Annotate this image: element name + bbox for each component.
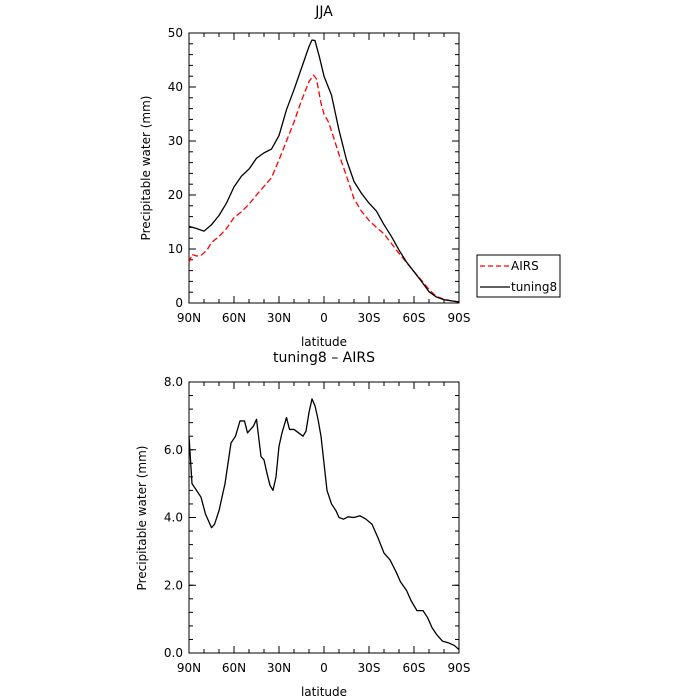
top-chart-y-tick-label: 50 — [168, 26, 183, 40]
bottom-chart-y-axis-label: Precipitable water (mm) — [135, 446, 149, 591]
top-chart-x-tick-label: 90N — [177, 311, 201, 325]
bottom-chart-y-tick-label: 2.0 — [164, 578, 183, 592]
top-chart-x-tick-label: 30N — [267, 311, 291, 325]
legend-airs-label: AIRS — [511, 259, 539, 273]
top-chart-title: JJA — [314, 4, 333, 20]
top-chart-x-tick-label: 90S — [448, 311, 471, 325]
top-chart-y-tick-label: 20 — [168, 188, 183, 202]
legend-box — [476, 254, 561, 298]
top-chart-y-tick-label: 0 — [175, 296, 183, 310]
top-chart-x-tick-label: 60N — [222, 311, 246, 325]
top-chart-x-tick-label: 60S — [403, 311, 426, 325]
bottom-chart-y-tick-label: 4.0 — [164, 511, 183, 525]
bottom-chart-x-tick-label: 90S — [448, 661, 471, 675]
bottom-chart-x-tick-label: 0 — [320, 661, 328, 675]
bottom-chart-x-tick-label: 60N — [222, 661, 246, 675]
bottom-chart-plot-frame — [188, 381, 460, 654]
legend-tuning8-label: tuning8 — [511, 280, 557, 294]
top-chart-y-tick-label: 10 — [168, 242, 183, 256]
bottom-chart-y-tick-label: 8.0 — [164, 375, 183, 389]
bottom-chart-x-axis-label: latitude — [301, 685, 347, 699]
top-chart-y-axis-label: Precipitable water (mm) — [139, 96, 153, 241]
bottom-chart-series-difference-line — [188, 398, 460, 651]
top-chart-panel: JJA latitude Precipitable water (mm) 90N… — [139, 4, 470, 349]
top-chart-x-tick-label: 30S — [358, 311, 381, 325]
bottom-chart-y-tick-label: 0.0 — [164, 646, 183, 660]
bottom-chart-x-tick-label: 90N — [177, 661, 201, 675]
bottom-chart-y-tick-label: 6.0 — [164, 443, 183, 457]
bottom-chart-x-tick-label: 30S — [358, 661, 381, 675]
top-chart-x-tick-label: 0 — [320, 311, 328, 325]
top-chart-legend: AIRS tuning8 — [476, 254, 561, 298]
bottom-chart-panel: tuning8 – AIRS latitude Precipitable wat… — [135, 350, 470, 699]
bottom-chart-x-tick-label: 30N — [267, 661, 291, 675]
top-chart-y-tick-label: 30 — [168, 134, 183, 148]
top-chart-series-tuning8-line — [188, 39, 460, 303]
top-chart-x-axis-label: latitude — [301, 335, 347, 349]
bottom-chart-title: tuning8 – AIRS — [273, 350, 375, 366]
top-chart-series-airs-line — [188, 74, 460, 303]
top-chart-y-tick-label: 40 — [168, 80, 183, 94]
bottom-chart-x-tick-label: 60S — [403, 661, 426, 675]
